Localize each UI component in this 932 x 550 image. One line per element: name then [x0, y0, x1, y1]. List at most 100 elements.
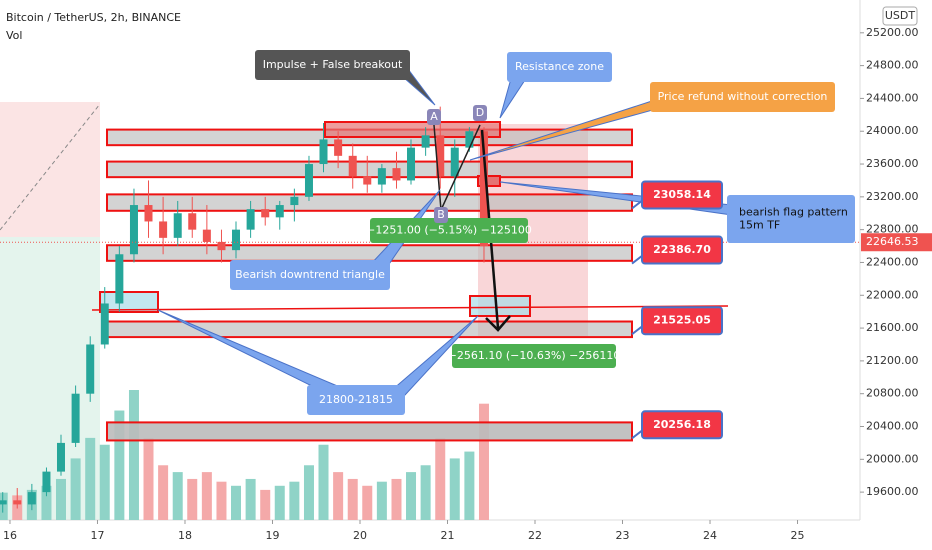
- x-tick-label: 18: [178, 529, 192, 542]
- candle-body: [159, 221, 168, 238]
- annotation-box: [307, 385, 405, 415]
- point-label: D: [476, 106, 484, 119]
- price-label-box: [641, 180, 723, 210]
- candle-body: [56, 442, 65, 472]
- price-label-box: [641, 306, 723, 336]
- volume-bar: [114, 410, 125, 520]
- volume-bar: [289, 481, 300, 520]
- volume-bar: [143, 437, 154, 520]
- candle-body: [100, 303, 109, 345]
- measure-box: [370, 218, 528, 243]
- candle-body: [363, 176, 372, 185]
- x-tick-label: 24: [703, 529, 717, 542]
- currency: USDT: [885, 9, 916, 22]
- candle-body: [217, 241, 226, 251]
- candle-body: [188, 213, 197, 230]
- annotation-box: [230, 260, 390, 290]
- volume-bar: [70, 458, 81, 520]
- point-marker: [427, 109, 441, 125]
- resistance-box: [324, 121, 501, 138]
- chart-title: Bitcoin / TetherUS, 2h, BINANCE: [6, 11, 181, 24]
- volume-label: Vol: [6, 29, 22, 42]
- candle-body: [348, 155, 357, 177]
- price-label: 22386.70: [653, 243, 711, 256]
- volume-bar: [0, 492, 8, 520]
- currency-box: [882, 6, 918, 26]
- y-tick-label: 23600.00: [866, 157, 919, 170]
- annotation: Resistance zone: [515, 60, 604, 73]
- volume-bar: [260, 489, 271, 520]
- candle-body: [377, 168, 386, 185]
- price-label: 21525.05: [653, 314, 711, 327]
- y-tick-label: 24400.00: [866, 91, 919, 104]
- position-line: [0, 103, 101, 231]
- y-tick-label: 20800.00: [866, 387, 919, 400]
- measure: −2561.10 (−10.63%) −256110: [448, 349, 621, 362]
- point-label: A: [430, 110, 438, 123]
- volume-bar: [128, 390, 139, 520]
- volume-bar: [420, 465, 431, 520]
- candle-body: [319, 139, 328, 165]
- volume-bar: [464, 451, 475, 520]
- volume-bar: [318, 444, 329, 520]
- x-tick-label: 23: [616, 529, 630, 542]
- arrow-head: [485, 315, 511, 332]
- volume-bar: [347, 478, 358, 520]
- y-tick-label: 25200.00: [866, 26, 919, 39]
- short-zone: [0, 102, 100, 237]
- candle-body: [290, 196, 299, 206]
- volume-bar: [449, 458, 460, 520]
- current-price-box: [861, 233, 932, 252]
- candle-body: [13, 500, 22, 505]
- y-tick-label: 22400.00: [866, 255, 919, 268]
- volume-bar: [187, 478, 198, 520]
- candle-body: [27, 492, 36, 505]
- volume-bar: [406, 472, 417, 520]
- volume-bar: [303, 465, 314, 520]
- annotation: Impulse + False breakout: [263, 58, 403, 71]
- candle-body: [202, 229, 211, 242]
- annotation-box: [727, 195, 855, 243]
- volume-bar: [274, 485, 285, 520]
- candle-body: [334, 139, 343, 156]
- point-marker: [473, 105, 487, 121]
- y-tick-label: 23200.00: [866, 190, 919, 203]
- candle-body: [479, 131, 488, 247]
- annotation: Bearish downtrend triangle: [235, 268, 385, 281]
- y-tick-label: 24000.00: [866, 124, 919, 137]
- candle-body: [232, 229, 241, 251]
- volume-bar: [201, 472, 212, 520]
- candle-body: [173, 213, 182, 238]
- x-tick-label: 22: [528, 529, 542, 542]
- volume-bar: [333, 472, 344, 520]
- annotation-box: [255, 50, 410, 80]
- x-tick-label: 19: [265, 529, 279, 542]
- price-label-box: [641, 235, 723, 265]
- candle-body: [86, 344, 95, 394]
- annotation: 21800-21815: [319, 393, 393, 406]
- y-tick-label: 24800.00: [866, 59, 919, 72]
- x-tick-label: 17: [90, 529, 104, 542]
- y-tick-label: 19600.00: [866, 485, 919, 498]
- candle-body: [261, 209, 270, 218]
- candle-body: [407, 147, 416, 181]
- candle-body: [421, 135, 430, 148]
- volume-bar: [435, 437, 446, 520]
- y-tick-label: 21600.00: [866, 321, 919, 334]
- annotation: 15m TF: [739, 219, 780, 232]
- y-tick-label: 20000.00: [866, 452, 919, 465]
- measure-box: [452, 344, 616, 368]
- volume-bar: [158, 465, 169, 520]
- candle-body: [304, 164, 313, 197]
- volume-bar: [245, 478, 256, 520]
- annotation: Price refund without correction: [658, 90, 828, 103]
- candle-body: [42, 471, 51, 493]
- volume-bar: [55, 478, 66, 520]
- candle-body: [392, 168, 401, 181]
- x-tick-label: 21: [441, 529, 455, 542]
- volume-bar: [376, 481, 387, 520]
- zone: [106, 160, 633, 179]
- support-box: [99, 291, 159, 313]
- volume-bar: [231, 485, 242, 520]
